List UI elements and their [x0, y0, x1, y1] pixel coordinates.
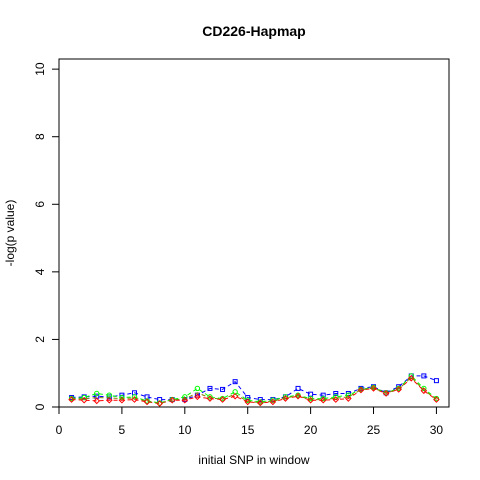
- data-point: [232, 379, 238, 385]
- data-point: [282, 395, 289, 402]
- x-tick-label: 15: [241, 423, 255, 437]
- x-tick-label: 20: [304, 423, 318, 437]
- y-tick-label: 4: [33, 268, 47, 275]
- y-axis-label: -log(p value): [3, 200, 17, 267]
- data-point: [207, 394, 213, 400]
- chart-title: CD226-Hapmap: [202, 23, 305, 39]
- x-tick-label: 30: [430, 423, 444, 437]
- data-point: [420, 387, 428, 395]
- x-axis-label: initial SNP in window: [198, 453, 309, 467]
- data-point: [320, 395, 326, 402]
- data-point: [118, 396, 126, 404]
- data-point: [81, 394, 87, 401]
- data-point: [307, 395, 314, 402]
- series-layer: [68, 373, 440, 407]
- data-point: [433, 396, 440, 403]
- data-point: [220, 386, 226, 392]
- data-point: [407, 374, 415, 382]
- y-tick-label: 0: [33, 403, 47, 410]
- data-point: [194, 385, 201, 392]
- data-point: [421, 373, 427, 379]
- y-tick-label: 8: [33, 133, 47, 140]
- series-line: [71, 375, 437, 401]
- data-point: [207, 385, 213, 391]
- data-point: [94, 390, 100, 397]
- y-tick-label: 10: [33, 62, 47, 76]
- data-point: [257, 397, 263, 403]
- y-tick-label: 2: [33, 336, 47, 343]
- data-point: [245, 397, 251, 403]
- data-point: [308, 391, 314, 397]
- y-axis: 0 2 4 6 8 10: [33, 62, 60, 410]
- data-point: [168, 396, 176, 404]
- plot-frame: [58, 58, 450, 408]
- data-point: [93, 397, 101, 405]
- data-point: [395, 386, 402, 393]
- data-point: [370, 385, 377, 392]
- data-point: [295, 385, 301, 391]
- data-point: [333, 394, 339, 400]
- x-tick-label: 0: [56, 423, 63, 437]
- data-point: [357, 386, 365, 394]
- x-axis: 0 5 10 15 20 25 30: [56, 406, 444, 437]
- data-point: [333, 390, 339, 396]
- data-point: [131, 394, 138, 400]
- series-1: [69, 373, 439, 403]
- x-tick-label: 25: [367, 423, 381, 437]
- data-point: [332, 396, 340, 403]
- y-tick-label: 6: [33, 201, 47, 208]
- x-tick-label: 10: [178, 423, 192, 437]
- data-point: [194, 393, 201, 401]
- series-3: [68, 374, 440, 407]
- data-point: [294, 392, 302, 400]
- x-tick-label: 5: [119, 423, 126, 437]
- data-point: [345, 395, 352, 402]
- data-point: [433, 378, 439, 384]
- data-point: [106, 396, 113, 404]
